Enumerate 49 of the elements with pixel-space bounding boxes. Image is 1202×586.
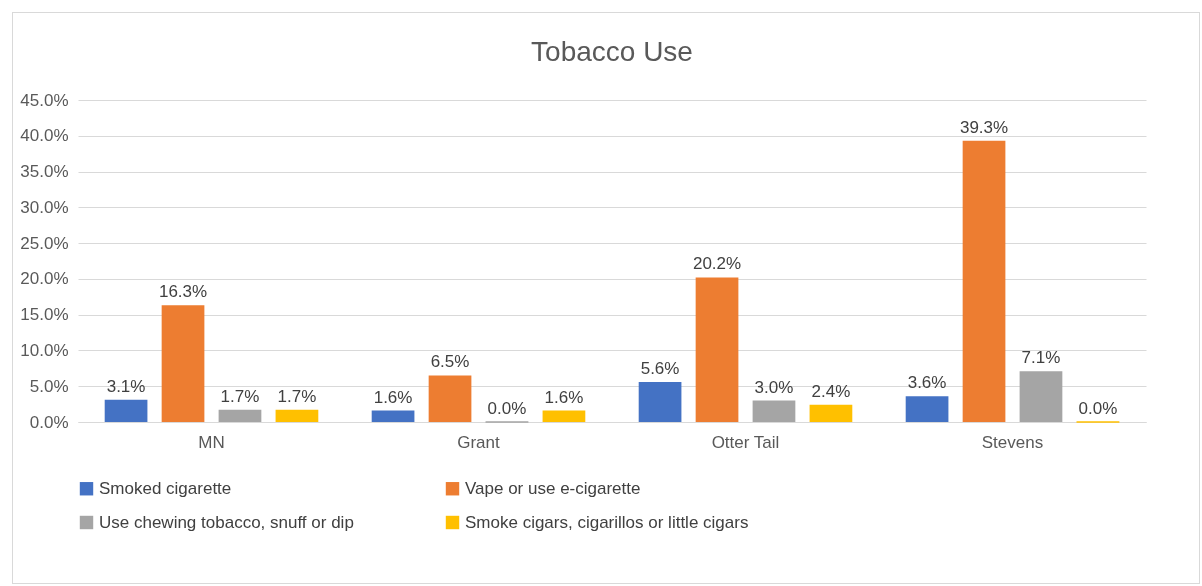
x-tick-label: MN <box>198 432 225 452</box>
bar <box>542 410 586 422</box>
y-tick-label: 5.0% <box>29 376 69 396</box>
data-label: 3.1% <box>106 376 146 396</box>
data-label: 0.0% <box>487 399 527 418</box>
data-label: 1.6% <box>544 387 584 407</box>
chart-title: Tobacco Use <box>531 36 693 67</box>
bar <box>695 277 739 422</box>
data-label: 2.4% <box>811 381 851 401</box>
bar <box>104 399 148 422</box>
bar <box>275 409 319 422</box>
bar <box>638 381 682 422</box>
data-label: 39.3% <box>959 117 1009 137</box>
x-tick-label: Otter Tail <box>711 432 780 452</box>
data-label: 7.1% <box>1021 348 1061 368</box>
bar <box>428 375 472 422</box>
data-label: 0.0% <box>1078 399 1118 418</box>
data-label: 3.0% <box>754 377 794 397</box>
bar <box>161 305 205 422</box>
data-label: 16.3% <box>158 282 208 302</box>
y-tick-label: 30.0% <box>20 197 69 217</box>
bar <box>905 396 949 422</box>
y-tick-label: 15.0% <box>20 305 69 325</box>
legend-label: Smoke cigars, cigarillos or little cigars <box>465 512 749 532</box>
bar <box>809 404 853 422</box>
data-label: 1.7% <box>277 386 317 406</box>
y-tick-label: 10.0% <box>20 340 69 360</box>
data-label: 1.6% <box>373 387 413 407</box>
bar <box>371 410 415 422</box>
data-label: 1.7% <box>220 386 260 406</box>
bar <box>218 409 262 422</box>
y-tick-label: 35.0% <box>20 162 69 182</box>
y-tick-label: 40.0% <box>20 126 69 146</box>
data-label: 20.2% <box>692 254 742 274</box>
y-tick-label: 0.0% <box>29 412 69 432</box>
bar <box>752 400 796 422</box>
legend-label: Smoked cigarette <box>99 478 232 498</box>
data-label: 5.6% <box>640 358 680 378</box>
x-tick-label: Grant <box>457 432 501 452</box>
data-label: 6.5% <box>430 352 470 372</box>
bar <box>962 140 1006 422</box>
legend-label: Use chewing tobacco, snuff or dip <box>99 512 354 532</box>
y-tick-label: 25.0% <box>20 233 69 253</box>
data-label: 3.6% <box>907 373 947 393</box>
bar <box>1019 371 1063 422</box>
x-tick-label: Stevens <box>981 432 1044 452</box>
legend-label: Vape or use e-cigarette <box>465 478 641 498</box>
y-tick-label: 45.0% <box>20 90 69 110</box>
y-tick-label: 20.0% <box>20 269 69 289</box>
